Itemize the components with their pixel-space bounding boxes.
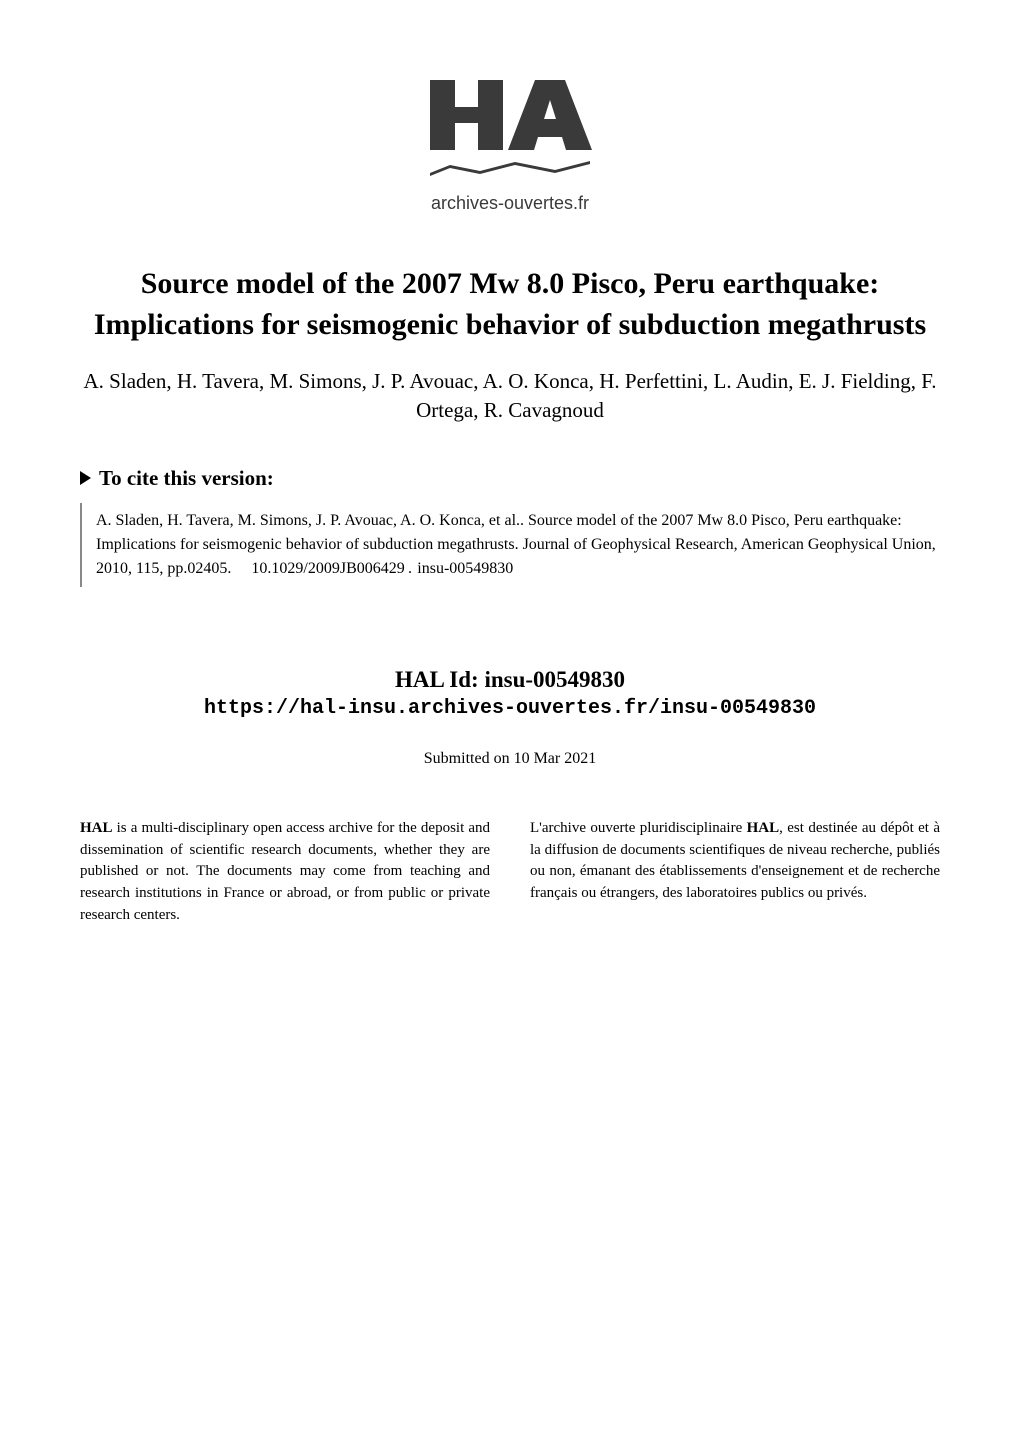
column-right: L'archive ouverte pluridisciplinaire HAL… [530, 818, 940, 927]
description-columns: HAL is a multi-disciplinary open access … [80, 818, 940, 927]
hal-url: https://hal-insu.archives-ouvertes.fr/in… [80, 697, 940, 720]
hal-id: HAL Id: insu-00549830 [80, 667, 940, 693]
triangle-icon [80, 471, 91, 485]
paper-title: Source model of the 2007 Mw 8.0 Pisco, P… [80, 264, 940, 345]
col-right-before: L'archive ouverte pluridisciplinaire [530, 820, 747, 836]
column-left: HAL is a multi-disciplinary open access … [80, 818, 490, 927]
hal-bold-left: HAL [80, 820, 113, 836]
hal-bold-right: HAL [747, 820, 780, 836]
hal-logo-icon [420, 50, 600, 180]
submitted-date: Submitted on 10 Mar 2021 [80, 750, 940, 768]
hal-logo-block: archives-ouvertes.fr [80, 50, 940, 214]
col-left-text: is a multi-disciplinary open access arch… [80, 820, 490, 923]
cite-heading-text: To cite this version: [99, 466, 274, 491]
hal-id-block: HAL Id: insu-00549830 https://hal-insu.a… [80, 667, 940, 720]
logo-text: archives-ouvertes.fr [80, 193, 940, 214]
citation-block: A. Sladen, H. Tavera, M. Simons, J. P. A… [80, 503, 940, 587]
cite-heading: To cite this version: [80, 466, 940, 491]
authors-line: A. Sladen, H. Tavera, M. Simons, J. P. A… [80, 367, 940, 426]
